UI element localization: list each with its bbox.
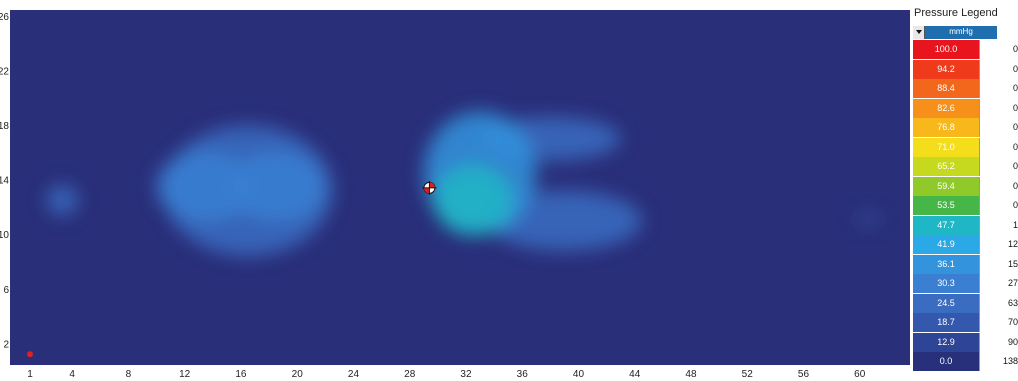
legend-header: mmHg — [913, 26, 997, 39]
legend-swatch: 59.4 — [913, 176, 979, 196]
y-tick-label: 18 — [0, 121, 9, 132]
pressure-blob — [156, 151, 256, 222]
x-tick-label: 56 — [798, 369, 810, 380]
legend-count: 0 — [979, 176, 1018, 196]
legend-count: 0 — [979, 40, 1018, 59]
legend-row: 0.0 138 — [913, 352, 1018, 371]
pressure-blob — [46, 185, 78, 216]
y-tick-label: 2 — [3, 339, 9, 350]
legend-count: 0 — [979, 118, 1018, 137]
legend-title: Pressure Legend — [914, 7, 998, 19]
legend-swatch: 30.3 — [913, 274, 979, 293]
legend-swatch: 88.4 — [913, 79, 979, 98]
legend-dropdown-icon[interactable] — [913, 26, 925, 39]
center-of-pressure-marker — [422, 180, 437, 195]
legend-row: 82.6 0 — [913, 98, 1018, 118]
legend-swatch: 24.5 — [913, 293, 979, 313]
legend-count: 0 — [979, 98, 1018, 118]
legend-row: 53.5 0 — [913, 196, 1018, 215]
y-tick-label: 10 — [0, 230, 9, 241]
legend-swatch: 94.2 — [913, 59, 979, 79]
legend-row: 76.8 0 — [913, 118, 1018, 137]
legend-swatch: 0.0 — [913, 352, 979, 371]
legend-count: 12 — [979, 235, 1018, 254]
legend-row: 18.7 70 — [913, 313, 1018, 332]
legend-swatch: 41.9 — [913, 235, 979, 254]
legend-row: 24.5 63 — [913, 293, 1018, 313]
x-tick-label: 36 — [517, 369, 529, 380]
pressure-blobs — [46, 111, 880, 257]
x-tick-label: 32 — [460, 369, 472, 380]
x-tick-label: 16 — [235, 369, 247, 380]
legend-row: 47.7 1 — [913, 215, 1018, 235]
legend-swatch: 18.7 — [913, 313, 979, 332]
legend-swatch: 53.5 — [913, 196, 979, 215]
legend-count: 90 — [979, 332, 1018, 352]
legend-swatch: 36.1 — [913, 254, 979, 274]
y-tick-label: 22 — [0, 67, 9, 78]
legend-row: 36.1 15 — [913, 254, 1018, 274]
legend-count: 1 — [979, 215, 1018, 235]
legend-swatch: 65.2 — [913, 157, 979, 176]
x-tick-label: 4 — [69, 369, 75, 380]
legend-row: 71.0 0 — [913, 137, 1018, 157]
legend-swatch: 100.0 — [913, 40, 979, 59]
x-tick-label: 44 — [629, 369, 641, 380]
legend-count: 138 — [979, 352, 1018, 371]
legend-count: 0 — [979, 59, 1018, 79]
y-tick-label: 26 — [0, 12, 9, 23]
x-tick-label: 52 — [742, 369, 754, 380]
pressure-blob — [226, 151, 326, 222]
legend-swatch: 76.8 — [913, 118, 979, 137]
legend-row: 12.9 90 — [913, 332, 1018, 352]
legend-unit: mmHg — [949, 27, 973, 36]
legend-swatch: 12.9 — [913, 332, 979, 352]
markers — [27, 180, 437, 358]
legend-swatch: 71.0 — [913, 137, 979, 157]
legend-swatch: 82.6 — [913, 98, 979, 118]
legend-row: 30.3 27 — [913, 274, 1018, 293]
x-axis: 1481216202428323640444852566064 — [27, 369, 866, 380]
legend-count: 0 — [979, 196, 1018, 215]
legend-count: 0 — [979, 157, 1018, 176]
legend-row: 94.2 0 — [913, 59, 1018, 79]
y-tick-label: 6 — [3, 285, 9, 296]
legend-row: 100.0 0 — [913, 40, 1018, 59]
x-tick-label: 1 — [27, 369, 33, 380]
pressure-blob — [433, 164, 513, 236]
legend-count: 0 — [979, 79, 1018, 98]
x-tick-label: 40 — [573, 369, 585, 380]
y-tick-label: 14 — [0, 176, 9, 187]
legend-count: 63 — [979, 293, 1018, 313]
x-tick-label: 60 — [854, 369, 866, 380]
legend-count: 27 — [979, 274, 1018, 293]
legend-count: 0 — [979, 137, 1018, 157]
pressure-heatmap: 1481216202428323640444852566064 26101418… — [0, 10, 910, 380]
pressure-legend: Pressure Legend mmHg 100.0 0 94.2 0 88.4 0 82.… — [910, 0, 1018, 381]
legend-swatch: 47.7 — [913, 215, 979, 235]
x-tick-label: 8 — [126, 369, 132, 380]
origin-dot-marker — [27, 351, 33, 358]
legend-row: 59.4 0 — [913, 176, 1018, 196]
legend-count: 15 — [979, 254, 1018, 274]
x-tick-label: 28 — [404, 369, 416, 380]
legend-row: 41.9 12 — [913, 235, 1018, 254]
pressure-blob — [856, 214, 880, 225]
legend-count: 70 — [979, 313, 1018, 332]
legend-row: 65.2 0 — [913, 157, 1018, 176]
x-tick-label: 12 — [179, 369, 191, 380]
legend-row: 88.4 0 — [913, 79, 1018, 98]
x-tick-label: 20 — [292, 369, 304, 380]
x-tick-label: 24 — [348, 369, 360, 380]
x-tick-label: 48 — [685, 369, 697, 380]
